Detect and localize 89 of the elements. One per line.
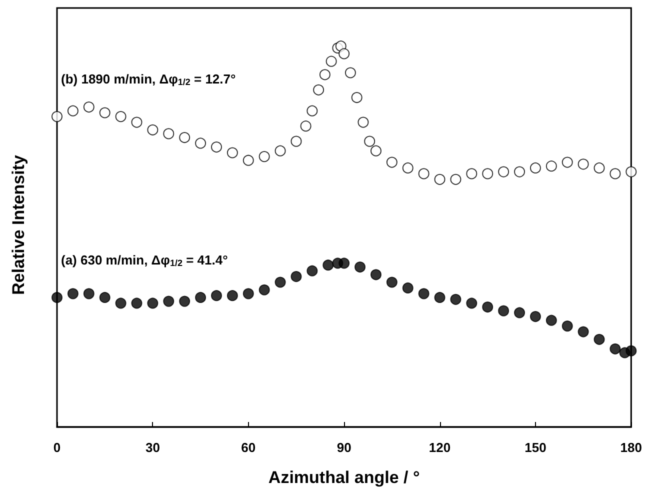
point [99, 107, 110, 118]
point [546, 314, 557, 326]
point [313, 84, 324, 96]
point [351, 92, 362, 104]
point [546, 160, 557, 172]
point [211, 290, 222, 302]
point [482, 302, 494, 313]
point [530, 311, 541, 322]
point [482, 168, 494, 180]
point [338, 258, 350, 269]
x-tick-label: 150 [524, 440, 546, 455]
point [226, 290, 238, 302]
point [626, 345, 637, 356]
point [195, 292, 206, 303]
point [290, 136, 302, 147]
point [578, 158, 589, 170]
x-tick-label: 180 [620, 440, 642, 455]
point [562, 156, 573, 168]
point [338, 48, 350, 60]
point [370, 269, 382, 280]
point [52, 111, 62, 122]
point [195, 138, 206, 149]
point [402, 162, 414, 174]
point [354, 262, 366, 273]
x-tick-label: 60 [241, 440, 256, 455]
x-tick-label: 90 [336, 440, 352, 455]
point [326, 56, 337, 67]
point [258, 284, 270, 296]
point [418, 168, 430, 180]
x-tick-label: 30 [145, 440, 160, 455]
point [402, 282, 414, 294]
point [163, 128, 174, 140]
point [386, 156, 398, 168]
point [578, 326, 589, 338]
x-axis-title: Azimuthal angle / ° [268, 468, 420, 487]
point [466, 298, 478, 309]
point [450, 294, 462, 305]
point [131, 116, 142, 128]
point [594, 334, 605, 345]
point [514, 166, 526, 178]
point [226, 147, 238, 158]
point [434, 174, 446, 185]
point [163, 296, 174, 307]
point [322, 260, 334, 271]
point [418, 288, 430, 300]
point [52, 292, 62, 303]
point [274, 145, 286, 156]
point [131, 298, 142, 309]
point [386, 276, 398, 288]
point [530, 162, 541, 174]
point [115, 111, 126, 122]
point [562, 320, 573, 332]
y-axis-title: Relative Intensity [9, 154, 28, 295]
point [99, 292, 110, 303]
point [344, 67, 356, 78]
point [83, 102, 94, 113]
point [242, 288, 254, 300]
point [300, 120, 312, 132]
x-tick-label: 0 [53, 440, 61, 455]
point [242, 154, 254, 166]
point [115, 298, 126, 309]
point [306, 265, 318, 276]
point [610, 168, 621, 180]
point [594, 162, 605, 174]
point [147, 124, 158, 136]
point [147, 298, 158, 309]
point [498, 166, 510, 178]
point [626, 166, 637, 178]
point [67, 105, 78, 116]
point [450, 174, 462, 185]
point [370, 145, 382, 156]
point [211, 142, 222, 153]
point [83, 288, 94, 300]
point [179, 296, 190, 307]
x-tick-label: 120 [428, 440, 451, 455]
point [514, 307, 526, 318]
point [179, 132, 190, 144]
point [434, 292, 446, 303]
point [364, 136, 376, 147]
point [358, 116, 369, 128]
point [258, 151, 270, 162]
point [67, 288, 78, 300]
point [319, 69, 330, 80]
point [306, 105, 318, 116]
point [498, 305, 510, 316]
point [610, 343, 621, 354]
point [466, 168, 478, 180]
point [290, 271, 302, 282]
point [274, 276, 286, 288]
